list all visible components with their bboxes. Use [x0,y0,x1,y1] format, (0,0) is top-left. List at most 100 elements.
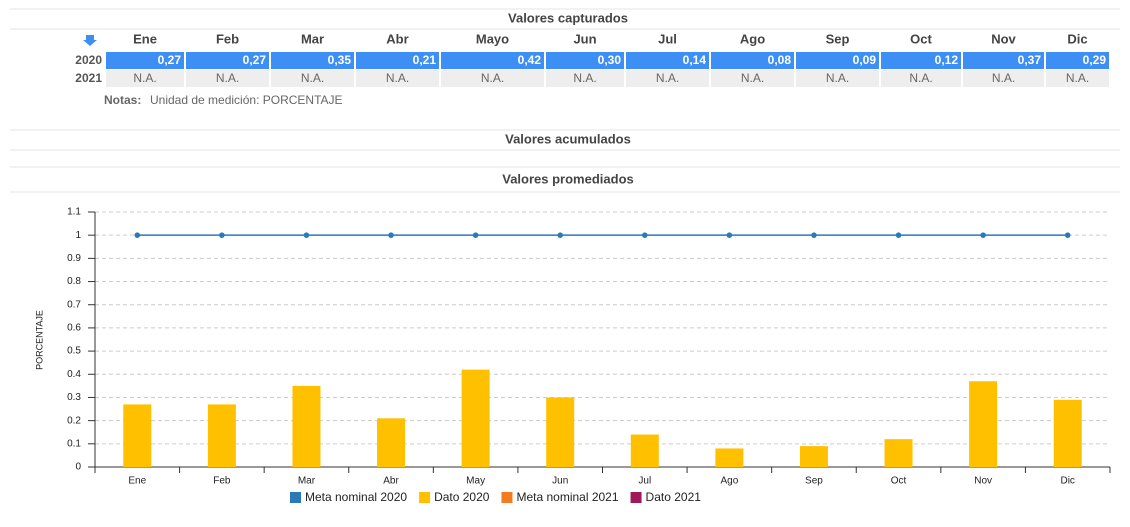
point [303,232,310,238]
bar [207,404,236,467]
bar [630,434,659,467]
x-tick-label: Dic [1060,476,1074,487]
cell-value: N.A. [656,71,679,85]
y-tick-label: 1.1 [67,207,81,218]
point [811,232,817,238]
cell-value: 0,35 [328,53,352,67]
cell [441,52,544,69]
y-tick-label: 0.4 [67,369,81,380]
point [219,232,225,238]
column-header: Sep [826,31,850,46]
row-year: 2021 [75,71,102,85]
cell [106,52,184,69]
column-header: Oct [910,31,932,46]
y-tick-label: 0.2 [67,415,81,426]
cell [441,70,544,87]
cell-value: 0,42 [518,53,542,67]
point [641,232,648,238]
cell-value: 0,27 [158,53,182,67]
cell-value: N.A. [573,71,596,85]
cell-value: N.A. [481,71,504,85]
column-header: Jun [573,31,596,46]
notes-text: Unidad de medición: PORCENTAJE [150,93,343,107]
row-year: 2020 [75,53,102,67]
legend-swatch [501,492,513,503]
cell [186,70,269,87]
notes-label: Notas: [104,93,141,107]
cell [106,70,184,87]
cell-value: 0,29 [1083,53,1107,67]
legend-label: Meta nominal 2021 [516,490,618,504]
column-header: Mar [301,31,324,46]
cell-value: 0,27 [243,53,267,67]
point [557,232,564,238]
y-tick-label: 0.1 [67,438,81,449]
point [895,232,902,238]
bar [715,448,744,467]
y-tick-label: 0 [75,462,81,473]
legend-swatch [630,492,642,503]
legend-label: Dato 2020 [434,490,490,504]
x-tick-label: Feb [213,476,231,487]
cell-value: 0,09 [853,53,877,67]
cell-value: 0,21 [413,53,437,67]
cell-value: 0,12 [935,53,959,67]
sort-icon[interactable] [83,35,97,46]
cell [546,70,624,87]
bar [1053,399,1082,467]
column-header: Mayo [476,31,509,46]
bar [292,385,321,467]
column-header: Jul [658,31,677,46]
y-tick-label: 0.5 [67,346,81,357]
cell [546,52,624,69]
bar [123,404,152,467]
cell-value: 0,30 [598,53,622,67]
column-header: Nov [991,31,1016,46]
bar [546,397,575,467]
column-header: Abr [386,31,408,46]
cell [881,70,961,87]
bar [461,369,490,467]
x-tick-label: Abr [383,476,399,487]
cell-value: N.A. [386,71,409,85]
cell-value: N.A. [216,71,239,85]
x-tick-label: Ene [128,476,146,487]
cell-value: N.A. [826,71,849,85]
y-tick-label: 0.6 [67,323,81,334]
cell [711,52,794,69]
point [388,232,394,238]
x-tick-label: Ago [720,476,738,487]
cell [796,52,879,69]
section-title: Valores acumulados [505,131,631,146]
x-tick-label: Oct [891,476,907,487]
bar [799,446,828,467]
cell [626,52,709,69]
cell [1046,70,1109,87]
cell [796,70,879,87]
point [134,232,141,238]
point [726,232,733,238]
legend-label: Meta nominal 2020 [305,490,407,504]
y-tick-label: 0.3 [67,392,81,403]
cell-value: N.A. [741,71,764,85]
column-header: Feb [216,31,239,46]
x-tick-label: May [466,476,485,487]
y-tick-label: 0.8 [67,276,81,287]
x-tick-label: Mar [298,476,316,487]
bar [969,381,998,467]
bar [377,418,406,467]
section-title: Valores promediados [502,171,634,186]
x-tick-label: Jul [638,476,651,487]
x-tick-label: Jun [552,476,568,487]
column-header: Ago [740,31,765,46]
cell-value: N.A. [992,71,1015,85]
cell [711,70,794,87]
cell [881,52,961,69]
y-tick-label: 0.9 [67,253,81,264]
x-tick-label: Nov [974,476,992,487]
legend-swatch [290,492,301,503]
legend-swatch [419,492,431,503]
cell [963,70,1044,87]
column-header: Ene [133,31,157,46]
